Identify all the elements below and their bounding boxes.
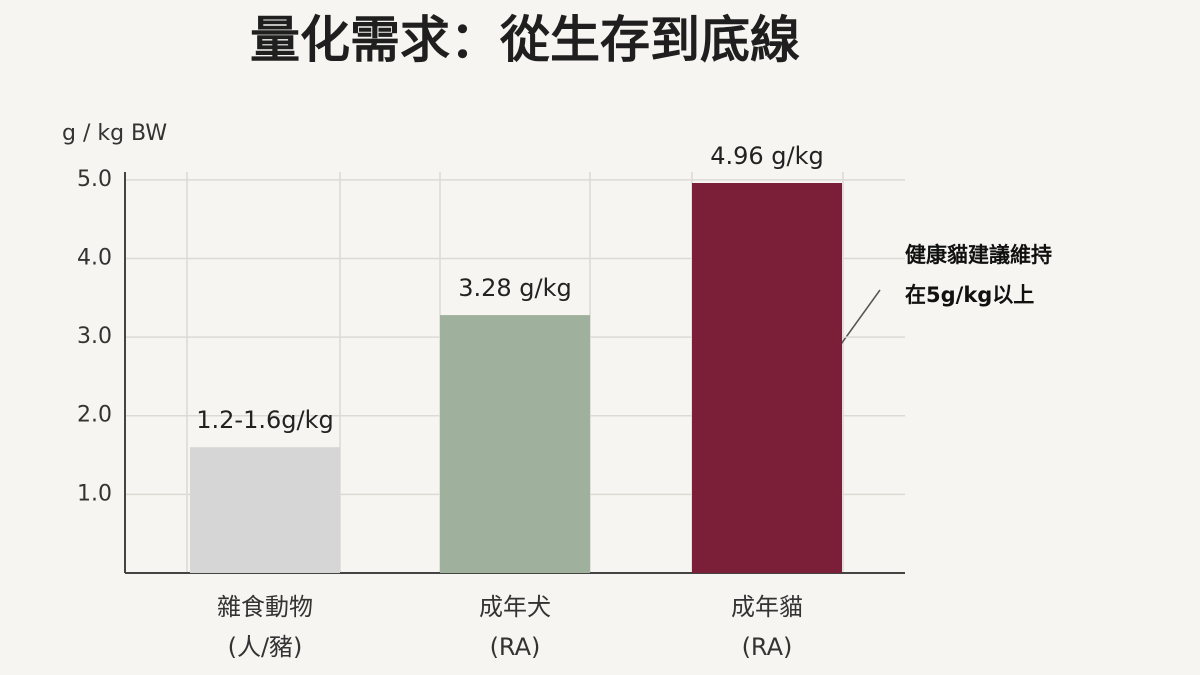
y-tick-label: 5.0 — [77, 167, 112, 192]
y-tick-label: 1.0 — [77, 481, 112, 506]
bar — [692, 183, 842, 573]
y-tick-label: 3.0 — [77, 324, 112, 349]
x-tick-label: 雜食動物 — [217, 593, 313, 621]
x-tick-label: (RA) — [742, 633, 793, 661]
value-label: 4.96 g/kg — [710, 142, 824, 170]
y-axis-label: g / kg BW — [62, 121, 167, 146]
x-tick-label: 成年犬 — [479, 593, 551, 621]
value-label: 1.2-1.6g/kg — [196, 406, 333, 434]
value-label: 3.28 g/kg — [458, 274, 572, 302]
chart-title: 量化需求：從生存到底線 — [250, 10, 800, 69]
bar — [440, 315, 590, 573]
annotation: 健康貓建議維持 — [905, 243, 1052, 267]
x-tick-label: (人/豬) — [228, 633, 303, 661]
x-tick-label: (RA) — [490, 633, 541, 661]
bar — [190, 447, 340, 573]
annotation: 在5g/kg以上 — [905, 283, 1034, 307]
x-tick-label: 成年貓 — [731, 593, 803, 621]
y-tick-label: 2.0 — [77, 403, 112, 428]
y-tick-label: 4.0 — [77, 245, 112, 270]
